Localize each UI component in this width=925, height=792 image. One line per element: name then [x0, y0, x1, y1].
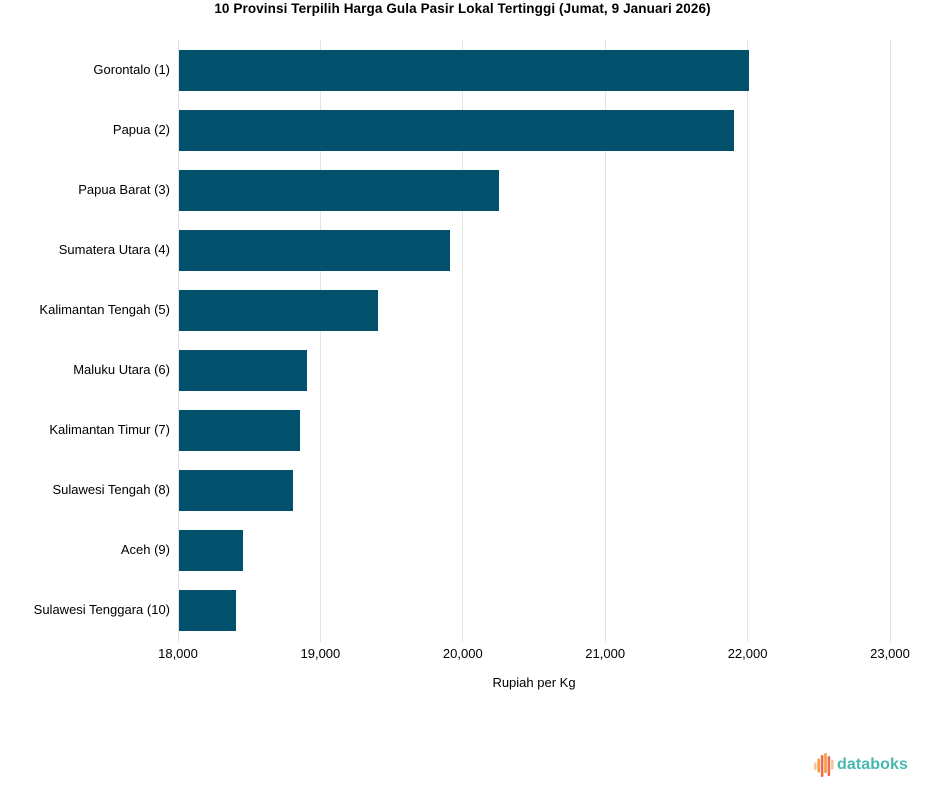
- gridline: [604, 40, 606, 642]
- y-axis-label: Papua Barat (3): [78, 182, 170, 197]
- y-axis-label: Maluku Utara (6): [73, 362, 170, 377]
- y-axis-label: Aceh (9): [120, 542, 170, 557]
- bar: [179, 109, 735, 151]
- y-axis-label: Sulawesi Tengah (8): [52, 482, 170, 497]
- bar: [179, 229, 450, 271]
- x-tick-label: 21,000: [585, 646, 626, 661]
- gridline: [319, 40, 321, 642]
- bar: [179, 529, 244, 571]
- x-tick-label: 20,000: [442, 646, 483, 661]
- y-axis-label: Sulawesi Tenggara (10): [33, 602, 170, 617]
- bar: [179, 169, 500, 211]
- bar: [179, 469, 293, 511]
- databoks-logo: databoks: [813, 753, 908, 777]
- plot-area: [177, 40, 891, 642]
- y-axis-label: Kalimantan Timur (7): [49, 422, 170, 437]
- gridline: [747, 40, 749, 642]
- y-axis-label: Papua (2): [112, 122, 170, 137]
- bar: [179, 589, 236, 631]
- x-tick-label: 23,000: [870, 646, 910, 661]
- y-axis-label: Kalimantan Tengah (5): [39, 302, 170, 317]
- x-tick-label: 22,000: [727, 646, 768, 661]
- chart-title: 10 Provinsi Terpilih Harga Gula Pasir Lo…: [214, 1, 711, 16]
- gridline: [177, 40, 179, 642]
- bar: [179, 289, 379, 331]
- gridline: [462, 40, 464, 642]
- gridline: [889, 40, 891, 642]
- databoks-logo-text: databoks: [836, 756, 908, 773]
- databoks-icon: [813, 753, 834, 777]
- y-axis-label: Sumatera Utara (4): [58, 242, 170, 257]
- x-tick-label: 19,000: [300, 646, 341, 661]
- bar: [179, 49, 749, 91]
- x-tick-label: 18,000: [158, 646, 198, 661]
- bar: [179, 409, 301, 451]
- y-axis-label: Gorontalo (1): [93, 62, 170, 77]
- bar: [179, 349, 308, 391]
- x-axis-title: Rupiah per Kg: [492, 675, 576, 690]
